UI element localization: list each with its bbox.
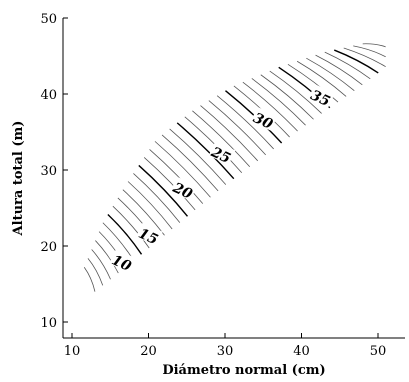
contour-label-background	[170, 176, 198, 201]
contour-line	[154, 141, 211, 198]
x-axis-title: Diámetro normal (cm)	[162, 363, 325, 378]
y-tick-label: 20	[40, 240, 57, 255]
x-tick-label: 50	[370, 344, 387, 359]
contour-label-30: 30	[251, 110, 276, 133]
contour-line	[242, 81, 298, 132]
contour-line	[127, 181, 173, 230]
contour-line	[176, 122, 235, 180]
contour-line	[315, 54, 363, 86]
y-ticks: 10 20 30 40 50	[40, 12, 68, 331]
x-tick-label: 40	[293, 344, 310, 359]
contour-line	[112, 205, 150, 249]
contour-line	[161, 134, 219, 192]
contour-line	[353, 45, 386, 58]
contour-line	[296, 60, 347, 97]
contour-line	[260, 74, 314, 120]
contour-line	[169, 128, 227, 185]
contour-line	[324, 51, 371, 80]
x-tick-label: 20	[140, 344, 157, 359]
contour-line	[149, 149, 204, 204]
y-tick-label: 30	[40, 164, 57, 179]
contour-line	[333, 49, 379, 74]
y-axis-title: Altura total (m)	[11, 121, 26, 237]
contour-line	[107, 213, 143, 255]
contour-line	[251, 78, 306, 126]
x-tick-label: 30	[217, 344, 234, 359]
contour-line	[95, 240, 119, 274]
contour-line	[138, 164, 189, 217]
contour-line	[192, 110, 251, 168]
contour-line	[269, 70, 322, 114]
x-tick-label: 10	[64, 344, 81, 359]
contour-line	[200, 105, 259, 162]
contour-line	[306, 57, 355, 92]
contour-label-background	[135, 222, 163, 247]
contour-label-10: 10	[109, 252, 134, 275]
contour-line	[287, 63, 339, 103]
contour-line	[208, 100, 266, 156]
contour-label-background	[208, 141, 236, 165]
contour-line	[143, 157, 196, 211]
y-tick-label: 40	[40, 88, 57, 103]
contour-label-25: 25	[208, 144, 233, 167]
x-ticks: 10 20 30 40 50	[64, 333, 387, 359]
contour-line	[91, 249, 111, 280]
contour-label-background	[250, 106, 278, 131]
contour-line	[362, 43, 386, 48]
contour-label-background	[308, 84, 335, 108]
contour-label-background	[109, 249, 136, 273]
y-tick-label: 10	[40, 316, 57, 331]
contour-lines	[83, 43, 386, 292]
contour-label-35: 35	[308, 87, 332, 110]
contour-line	[343, 47, 386, 68]
contour-line	[133, 173, 181, 223]
contour-line	[87, 258, 104, 286]
contour-line	[83, 267, 96, 292]
contour-label-15: 15	[136, 226, 160, 249]
contour-label-20: 20	[169, 180, 195, 203]
axes	[62, 18, 405, 339]
contour-line	[216, 95, 274, 150]
y-tick-label: 50	[40, 12, 57, 27]
